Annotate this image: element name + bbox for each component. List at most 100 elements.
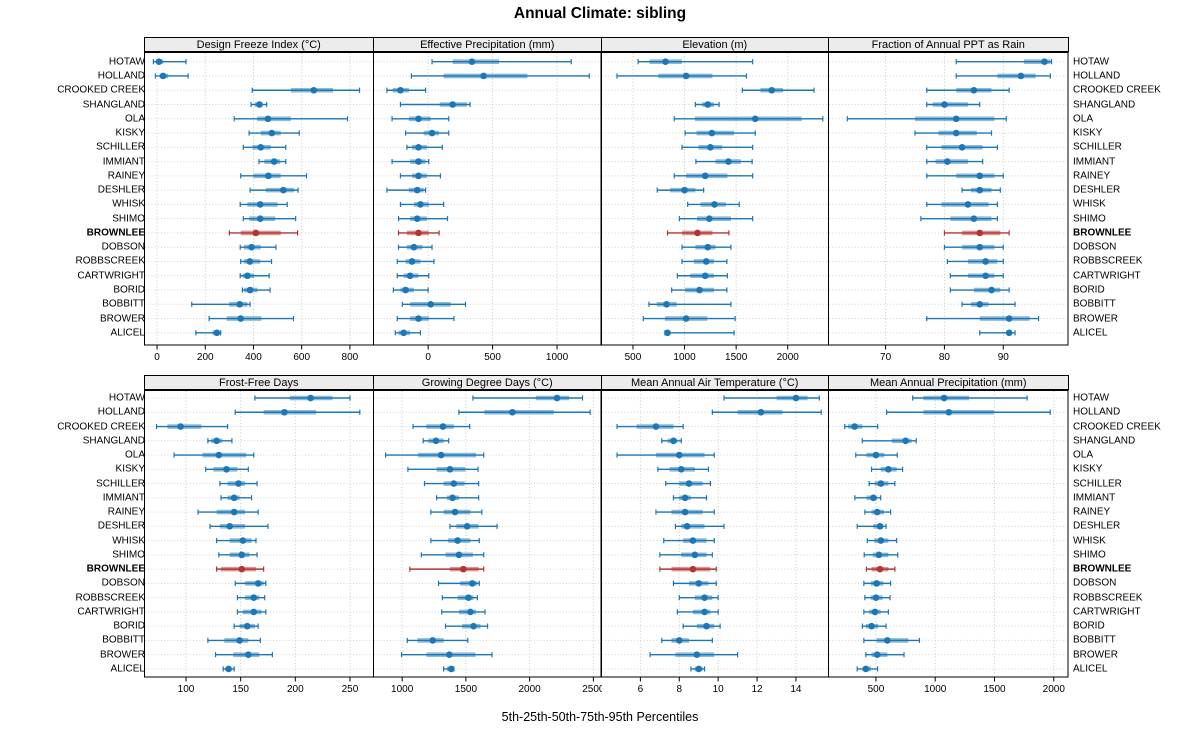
panel-plot: 500 1000 1500 2000 bbox=[828, 390, 1069, 695]
strip-elevation: Elevation (m) bbox=[600, 37, 829, 52]
median-dot bbox=[306, 394, 314, 402]
percentile-row-deshler bbox=[856, 523, 887, 530]
station-label-holland: HOLLAND bbox=[97, 406, 145, 418]
percentile-row-ola bbox=[233, 115, 348, 123]
station-label-alicel: ALICEL bbox=[1073, 327, 1108, 339]
median-dot bbox=[884, 637, 891, 644]
percentile-row-brower bbox=[214, 651, 273, 658]
median-dot bbox=[256, 144, 264, 151]
percentile-row-dobson bbox=[943, 243, 1004, 251]
station-label-shimo: SHIMO bbox=[112, 549, 145, 561]
station-label-brower: BROWER bbox=[1073, 313, 1118, 325]
percentile-row-shimo bbox=[678, 215, 753, 222]
panel-plot: 6 8 10 12 14 bbox=[600, 390, 829, 695]
station-label-rainey: RAINEY bbox=[1073, 170, 1111, 182]
station-label-borid: BORID bbox=[113, 620, 145, 632]
axis-tick-label: 0 bbox=[154, 352, 160, 363]
percentile-row-brownlee bbox=[215, 565, 264, 573]
station-label-shimo: SHIMO bbox=[1073, 549, 1106, 561]
panel-plot: 0 200 400 600 800 bbox=[143, 52, 374, 363]
percentile-row-rainey bbox=[430, 508, 483, 516]
median-dot bbox=[694, 665, 702, 673]
axis-tick-label: 400 bbox=[245, 352, 262, 363]
median-dot bbox=[224, 665, 232, 673]
median-dot bbox=[681, 508, 688, 516]
percentile-row-bobbitt bbox=[863, 637, 921, 644]
median-dot bbox=[877, 537, 885, 544]
median-dot bbox=[700, 608, 708, 616]
percentile-row-brownlee bbox=[865, 565, 896, 573]
median-dot bbox=[970, 215, 978, 222]
panel-mean-annual-precip: 500 1000 1500 2000 bbox=[828, 390, 1069, 697]
station-label-deshler: DESHLER bbox=[1073, 184, 1121, 196]
axis-tick-label: 70 bbox=[880, 352, 892, 363]
median-dot bbox=[553, 394, 561, 402]
panel-growing-degree-days: 1000 1500 2000 2500 bbox=[373, 390, 605, 697]
percentile-row-schiller bbox=[423, 480, 480, 487]
percentile-row-dobson bbox=[863, 580, 892, 587]
median-dot bbox=[876, 523, 884, 530]
station-label-brower: BROWER bbox=[1073, 649, 1118, 661]
median-dot bbox=[252, 229, 259, 237]
percentile-row-schiller bbox=[242, 144, 286, 151]
axis-tick-label: 2000 bbox=[776, 352, 799, 363]
axis-tick-label: 150 bbox=[232, 684, 249, 695]
percentile-row-cartwright bbox=[441, 608, 486, 616]
percentile-row-rainey bbox=[654, 508, 715, 516]
panel-plot: 500 1000 1500 2000 bbox=[600, 52, 829, 363]
axis-tick-label: 14 bbox=[790, 684, 802, 695]
percentile-row-bobbitt bbox=[647, 300, 732, 308]
station-label-borid: BORID bbox=[1073, 284, 1105, 296]
median-dot bbox=[280, 408, 288, 416]
percentile-row-whisk bbox=[686, 201, 740, 208]
station-label-cartwright: CARTWRIGHT bbox=[1073, 270, 1141, 282]
percentile-row-kisky bbox=[204, 466, 249, 473]
median-dot bbox=[225, 523, 233, 530]
median-dot bbox=[417, 201, 424, 208]
percentile-row-cartwright bbox=[236, 608, 266, 616]
station-label-whisk: WHISK bbox=[112, 535, 145, 547]
median-dot bbox=[872, 594, 880, 601]
percentile-row-ola bbox=[855, 451, 898, 459]
median-dot bbox=[680, 186, 688, 194]
station-label-schiller: SCHILLER bbox=[96, 141, 145, 153]
percentile-row-hotaw bbox=[637, 58, 753, 65]
median-dot bbox=[692, 651, 700, 658]
percentile-row-immiant bbox=[926, 158, 984, 165]
median-dot bbox=[976, 300, 984, 308]
median-dot bbox=[397, 86, 404, 94]
median-dot bbox=[432, 437, 440, 445]
percentile-row-brownlee bbox=[658, 565, 717, 573]
median-dot bbox=[427, 300, 435, 308]
percentile-row-kisky bbox=[914, 129, 993, 137]
median-dot bbox=[176, 423, 184, 430]
station-label-deshler: DESHLER bbox=[97, 520, 145, 532]
median-dot bbox=[415, 315, 422, 322]
station-label-kisky: KISKY bbox=[115, 127, 145, 139]
median-dot bbox=[467, 608, 474, 616]
percentile-row-immiant bbox=[219, 494, 252, 502]
median-dot bbox=[255, 101, 263, 108]
station-label-deshler: DESHLER bbox=[1073, 520, 1121, 532]
median-dot bbox=[460, 565, 467, 573]
axis-tick-label: 12 bbox=[751, 684, 763, 695]
station-label-hotaw: HOTAW bbox=[1073, 392, 1110, 404]
median-dot bbox=[236, 315, 244, 322]
median-dot bbox=[270, 158, 277, 165]
percentile-row-alicel bbox=[222, 665, 235, 673]
percentile-row-bobbitt bbox=[961, 300, 1016, 308]
median-dot bbox=[235, 300, 243, 308]
median-dot bbox=[468, 58, 476, 65]
percentile-row-shangland bbox=[861, 437, 917, 445]
axis-tick-label: 2000 bbox=[519, 684, 542, 695]
median-dot bbox=[237, 551, 245, 559]
percentile-row-shangland bbox=[422, 437, 450, 445]
median-dot bbox=[415, 158, 422, 165]
percentile-row-holland bbox=[615, 72, 747, 80]
station-label-dobson: DOBSON bbox=[1073, 241, 1117, 253]
station-label-ola: OLA bbox=[124, 449, 145, 461]
median-dot bbox=[267, 129, 275, 137]
percentile-row-deshler bbox=[674, 523, 725, 530]
percentile-row-crooked-creek bbox=[251, 86, 360, 94]
axis-tick-label: 1500 bbox=[725, 352, 748, 363]
